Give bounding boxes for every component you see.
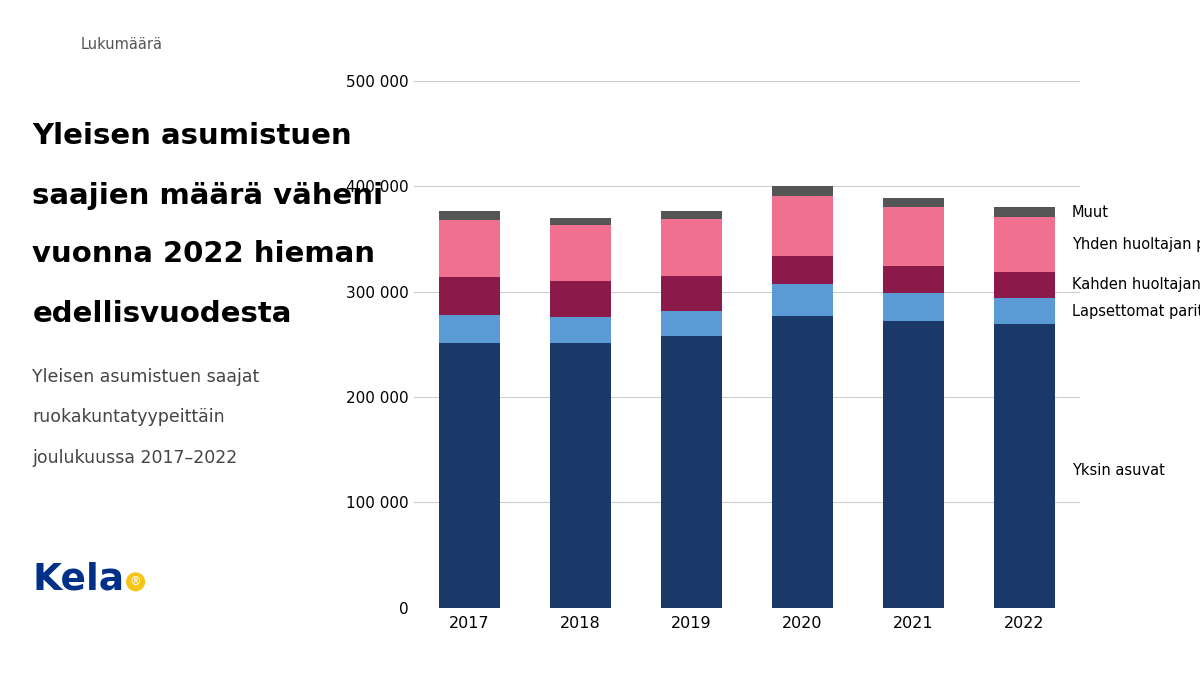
Bar [661,211,722,219]
Bar [883,321,944,608]
Bar [550,225,611,281]
Text: ®: ® [130,575,142,589]
Text: Kahden huoltajan perheet: Kahden huoltajan perheet [1072,277,1200,292]
Text: Lukumäärä: Lukumäärä [80,37,163,52]
Bar [994,298,1055,324]
Bar [994,207,1055,217]
Bar [439,220,500,277]
Text: ruokakuntatyypeittäin: ruokakuntatyypeittäin [32,408,226,427]
Bar [661,219,722,276]
Bar [772,316,833,608]
Text: saajien määrä väheni: saajien määrä väheni [32,182,384,210]
Text: Yleisen asumistuen saajat: Yleisen asumistuen saajat [32,368,259,386]
Bar [661,310,722,336]
Bar [661,336,722,608]
Bar [883,293,944,321]
Bar [550,317,611,343]
Bar [772,186,833,196]
Bar [550,281,611,317]
Bar [772,256,833,284]
Bar [439,211,500,220]
Bar [439,315,500,343]
Text: Kela: Kela [32,562,125,597]
Text: joulukuussa 2017–2022: joulukuussa 2017–2022 [32,449,238,467]
Text: Lapsettomat parit: Lapsettomat parit [1072,304,1200,319]
Bar [550,343,611,608]
Bar [439,277,500,315]
Bar [994,217,1055,271]
Text: Muut: Muut [1072,205,1109,219]
Bar [550,218,611,225]
Bar [994,271,1055,298]
Bar [439,343,500,608]
Text: Yhden huoltajan perheet: Yhden huoltajan perheet [1072,237,1200,252]
Bar [661,276,722,310]
Bar [772,196,833,256]
Bar [883,267,944,293]
Text: edellisvuodesta: edellisvuodesta [32,300,292,328]
Text: Yksin asuvat: Yksin asuvat [1072,463,1164,478]
Text: Yleisen asumistuen: Yleisen asumistuen [32,122,352,149]
Bar [772,284,833,316]
Text: vuonna 2022 hieman: vuonna 2022 hieman [32,240,376,267]
Bar [883,198,944,207]
Bar [883,207,944,267]
Bar [994,324,1055,608]
